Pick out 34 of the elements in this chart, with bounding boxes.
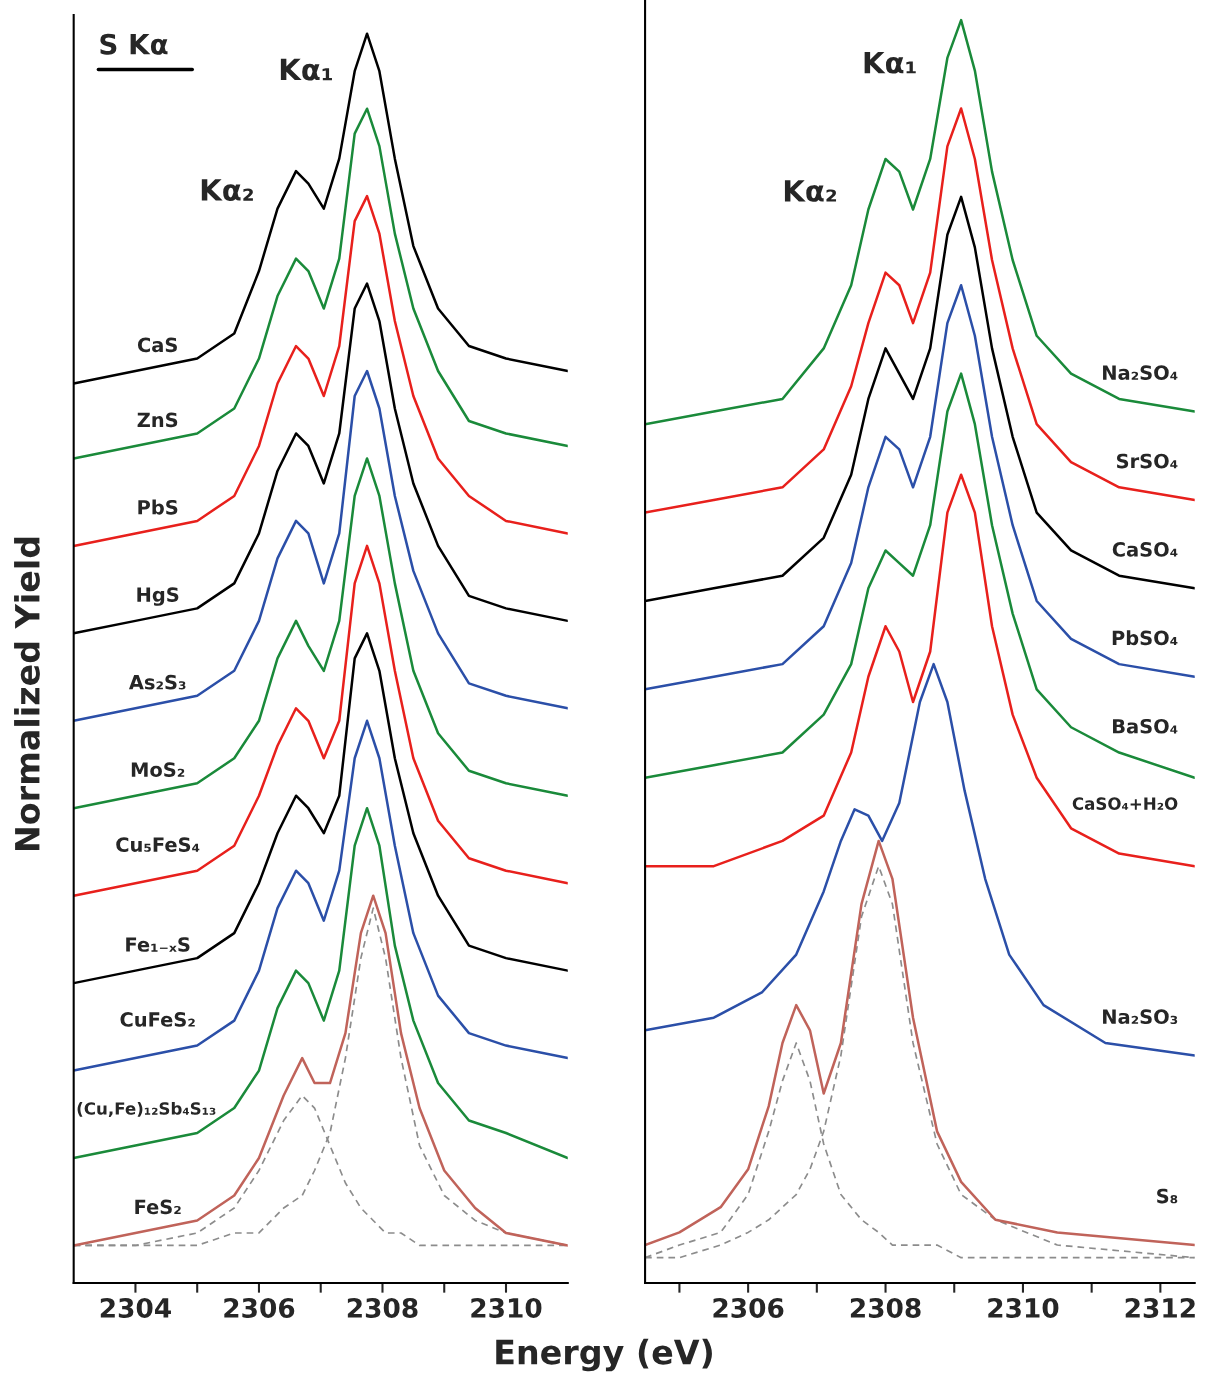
x-tick-label: 2310 [988, 1297, 1059, 1318]
series-label: CaSO₄+H₂O [1072, 797, 1178, 810]
series-label: MoS₂ [131, 762, 185, 777]
annotation: S Kα [100, 33, 168, 55]
series-label: CaS [137, 337, 177, 353]
series-label: As₂S₃ [128, 674, 186, 690]
series-label: (Cu,Fe)₁₂Sb₄S₁₃ [77, 1101, 216, 1117]
series-label: SrSO₄ [1116, 453, 1178, 469]
series-label: PbSO₄ [1112, 630, 1178, 646]
x-axis-title: Energy (eV) [496, 1338, 712, 1372]
annotation: Kα₁ [280, 58, 332, 81]
series-label: HgS [137, 587, 179, 606]
annotation: Kα₂ [784, 180, 837, 202]
series-label: CaSO₄ [1112, 542, 1178, 557]
series-label: BaSO₄ [1113, 718, 1178, 734]
series-label: Na₂SO₄ [1103, 365, 1178, 380]
y-axis-title: Normalized Yield [14, 537, 40, 851]
x-tick-label: 2308 [850, 1297, 921, 1318]
x-tick-label: 2306 [713, 1297, 784, 1318]
x-tick-label: 2310 [471, 1297, 542, 1318]
annotation: Kα₂ [201, 179, 253, 201]
x-tick-label: 2312 [1125, 1297, 1195, 1318]
series-label: Cu₅FeS₄ [116, 837, 200, 852]
x-tick-label: 2308 [347, 1297, 418, 1318]
series-label: Fe₁₋ₓS [126, 937, 190, 952]
series-label: FeS₂ [135, 1199, 181, 1215]
series-label: PbS [138, 499, 178, 515]
annotation: Kα₁ [864, 51, 916, 74]
series-label: ZnS [137, 412, 178, 428]
series-label: CuFeS₂ [120, 1012, 195, 1027]
x-tick-label: 2304 [100, 1297, 171, 1318]
series-label: S₈ [1157, 1188, 1178, 1204]
x-tick-label: 2306 [224, 1297, 295, 1318]
series-label: Na₂SO₃ [1103, 1009, 1178, 1025]
